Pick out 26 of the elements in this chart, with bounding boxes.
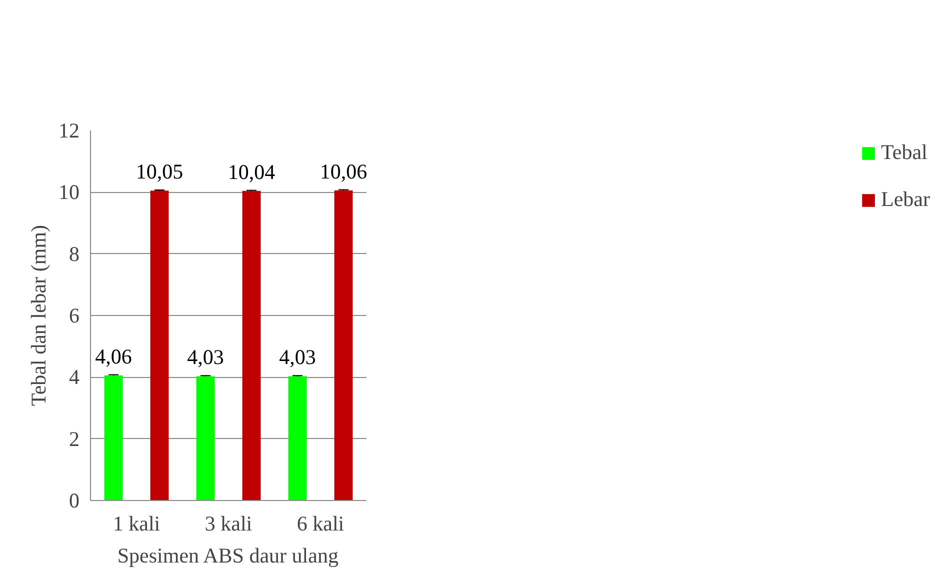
y-tick-label: 0 bbox=[69, 488, 80, 512]
y-tick-label: 6 bbox=[69, 304, 80, 328]
y-tick-label: 12 bbox=[58, 118, 80, 142]
data-label: 10,04 bbox=[228, 160, 276, 184]
x-tick-label: 3 kali bbox=[204, 512, 252, 536]
data-label: 4,03 bbox=[279, 345, 316, 370]
bar bbox=[334, 190, 353, 500]
bar bbox=[196, 376, 215, 500]
data-label: 4,03 bbox=[187, 345, 224, 370]
data-label: 4,06 bbox=[95, 344, 132, 368]
y-tick-label: 10 bbox=[58, 180, 80, 204]
legend-label: Lebar bbox=[881, 187, 930, 212]
bar bbox=[242, 190, 261, 500]
y-tick-label: 8 bbox=[69, 242, 80, 266]
legend-label: Tebal bbox=[881, 140, 928, 165]
bar bbox=[288, 376, 307, 500]
x-tick-label: 6 kali bbox=[296, 512, 344, 536]
bar bbox=[150, 190, 169, 500]
y-tick-label: 4 bbox=[69, 365, 80, 390]
data-label: 10,06 bbox=[320, 159, 368, 184]
y-axis-title: Tebal dan lebar (mm) bbox=[26, 224, 50, 406]
x-axis-title: Spesimen ABS daur ulang bbox=[117, 544, 339, 568]
x-tick-label: 1 kali bbox=[112, 512, 160, 536]
data-label: 10,05 bbox=[136, 160, 184, 184]
y-tick-label: 2 bbox=[69, 426, 80, 451]
bar bbox=[104, 375, 123, 500]
